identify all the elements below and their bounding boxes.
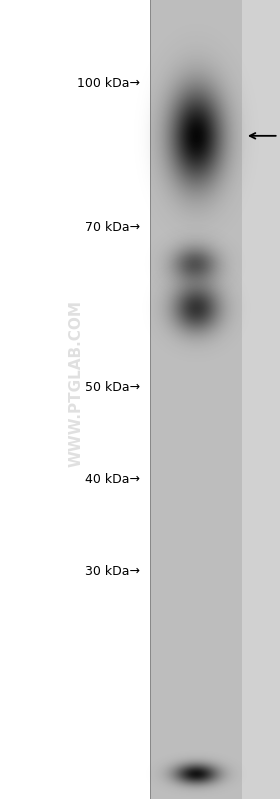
Bar (242, 0, 280, 799)
Text: 50 kDa→: 50 kDa→ (85, 381, 140, 394)
Text: 100 kDa→: 100 kDa→ (77, 78, 140, 90)
Text: WWW.PTGLAB.COM: WWW.PTGLAB.COM (68, 300, 83, 467)
Bar (150, 0, 242, 799)
Text: 30 kDa→: 30 kDa→ (85, 565, 140, 578)
Bar (150, 0, 151, 799)
Text: 40 kDa→: 40 kDa→ (85, 473, 140, 486)
Text: 70 kDa→: 70 kDa→ (85, 221, 140, 234)
